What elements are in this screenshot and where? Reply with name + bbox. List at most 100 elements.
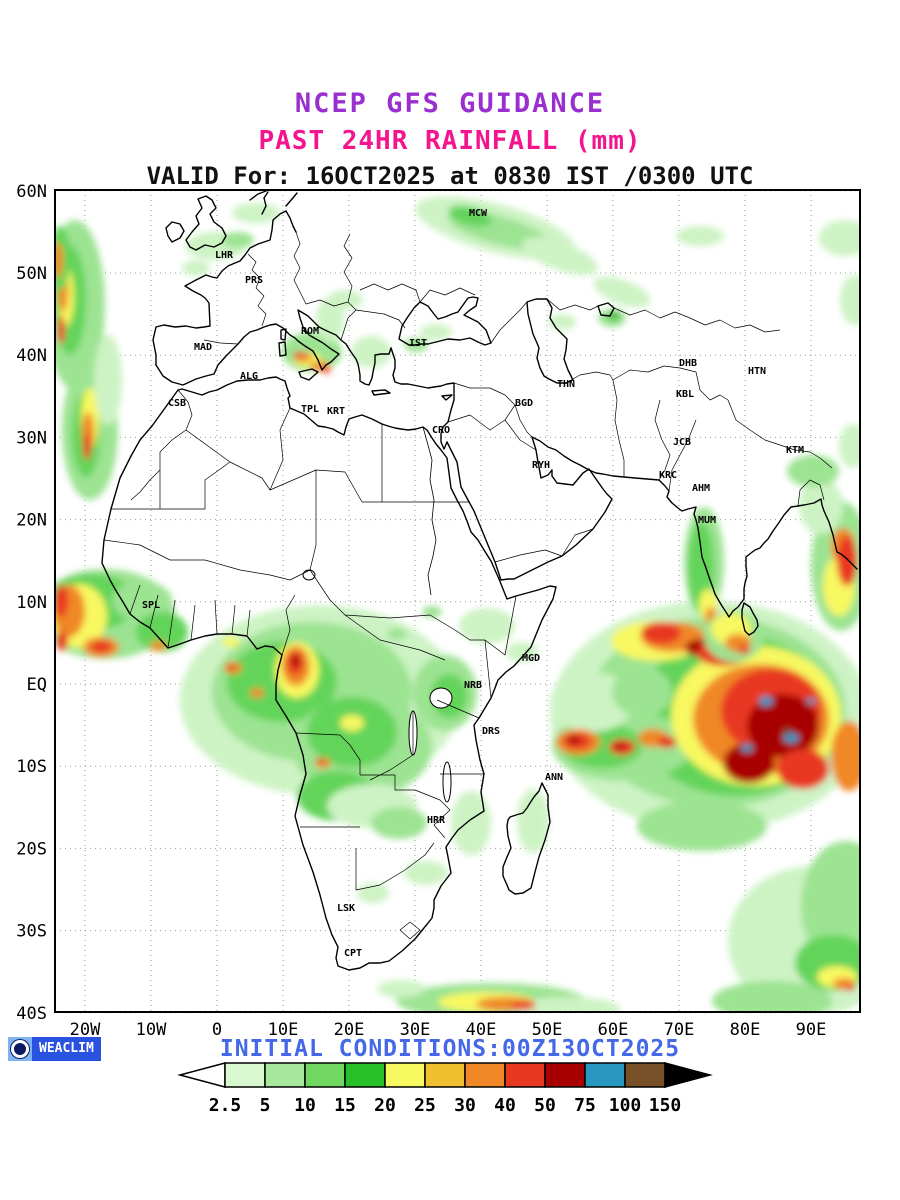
station-label: BGD bbox=[515, 398, 533, 409]
station-label: CPT bbox=[344, 948, 362, 959]
rainfall-blob bbox=[741, 744, 753, 752]
legend-segment bbox=[504, 1062, 546, 1088]
rainfall-blob bbox=[340, 715, 364, 731]
rainfall-blob bbox=[136, 612, 188, 652]
legend-tick-label: 40 bbox=[494, 1095, 516, 1116]
station-label: ANN bbox=[545, 772, 563, 783]
rainfall-blob bbox=[112, 581, 172, 621]
rainfall-blob bbox=[511, 997, 621, 1011]
coastline-atlantic-europe bbox=[152, 210, 297, 366]
lat-tick-label: 10N bbox=[16, 593, 47, 613]
lat-tick-label: 10S bbox=[16, 757, 47, 777]
station-label: TPL bbox=[301, 404, 319, 415]
lon-tick-label: 50E bbox=[532, 1020, 563, 1040]
rainfall-blob bbox=[56, 631, 68, 651]
rainfall-blob bbox=[845, 985, 855, 991]
station-label: LSK bbox=[337, 903, 355, 914]
page-subtitle: PAST 24HR RAINFALL (mm) bbox=[258, 126, 642, 156]
rainfall-blob bbox=[568, 736, 580, 744]
legend-segment bbox=[304, 1062, 346, 1088]
coastline-crete bbox=[371, 389, 391, 396]
page-title: NCEP GFS GUIDANCE bbox=[294, 88, 606, 119]
rainfall-blob bbox=[293, 352, 303, 358]
rainfall-blob bbox=[451, 791, 491, 855]
legend-segment bbox=[344, 1062, 386, 1088]
station-label: CRO bbox=[432, 425, 450, 436]
rainfall-blob bbox=[292, 655, 300, 667]
rainfall-blob bbox=[56, 585, 68, 617]
station-label: KTM bbox=[786, 445, 804, 456]
legend-segment bbox=[624, 1062, 666, 1088]
rainfall-blob bbox=[759, 696, 773, 706]
lat-tick-label: 40S bbox=[16, 1004, 47, 1024]
coastline-corsica bbox=[280, 328, 287, 341]
rainfall-blob bbox=[593, 276, 651, 308]
station-label: MAD bbox=[194, 342, 212, 353]
rainfall-blob bbox=[676, 226, 724, 246]
rainfall-blob bbox=[840, 275, 859, 325]
legend-tick-label: 25 bbox=[414, 1095, 436, 1116]
lat-tick-label: 30S bbox=[16, 922, 47, 942]
rainfall-blob bbox=[448, 205, 492, 227]
station-labels: MCW LHR PRS MAD ROM IST ALG CSB TPL KRT CRO BGD THN D… bbox=[142, 208, 804, 959]
rainfall-blob bbox=[371, 807, 427, 839]
legend-tick-label: 100 bbox=[609, 1095, 642, 1116]
rainfall-blob bbox=[839, 424, 859, 468]
coastline-africa bbox=[101, 376, 557, 971]
station-label: MUM bbox=[698, 515, 716, 526]
station-label: KBL bbox=[676, 389, 694, 400]
rainfall-legend: 2.5 5 10 15 20 25 30 40 50 75 100 150 bbox=[177, 1062, 713, 1116]
rainfall-blob bbox=[615, 743, 625, 749]
rainfall-blob bbox=[316, 298, 344, 342]
rainfall-blob bbox=[506, 642, 538, 662]
grid-layer bbox=[55, 190, 860, 1014]
lon-tick-label: 10E bbox=[268, 1020, 299, 1040]
coastline-madagascar bbox=[502, 782, 551, 895]
legend-right-arrow bbox=[664, 1062, 713, 1088]
station-label: LHR bbox=[215, 250, 234, 261]
rainfall-blob bbox=[799, 478, 843, 534]
lat-tick-label: 30N bbox=[16, 428, 47, 448]
station-label: ROM bbox=[301, 326, 319, 337]
legend-segment bbox=[544, 1062, 586, 1088]
axis-labels: 20W 10W 0 10E 20E 30E 40E 50E 60E 70E 80E 90E 60N 50N… bbox=[16, 182, 826, 1040]
coastline-mediterranean-europe bbox=[155, 309, 392, 386]
rainfall-shading bbox=[56, 196, 859, 1011]
legend-segment bbox=[584, 1062, 626, 1088]
legend-segment bbox=[464, 1062, 506, 1088]
rainfall-blob bbox=[420, 324, 452, 340]
legend-segment bbox=[224, 1062, 266, 1088]
coastline-cyprus bbox=[441, 394, 453, 401]
legend-segment bbox=[424, 1062, 466, 1088]
lat-tick-label: 60N bbox=[16, 182, 47, 202]
rainfall-blob bbox=[182, 260, 210, 276]
lon-tick-label: 90E bbox=[796, 1020, 827, 1040]
coastline-turkey-levant bbox=[390, 347, 455, 450]
station-label: SPL bbox=[142, 600, 160, 611]
station-label: MCW bbox=[469, 208, 488, 219]
legend-tick-label: 5 bbox=[260, 1095, 271, 1116]
coastline-aral-sea bbox=[597, 302, 615, 317]
rainfall-blob bbox=[522, 237, 598, 275]
rainfall-blob bbox=[232, 203, 280, 223]
station-label: KRT bbox=[327, 406, 345, 417]
rainfall-blob bbox=[459, 608, 515, 644]
lon-tick-label: 30E bbox=[400, 1020, 431, 1040]
coastline-sardinia bbox=[278, 341, 287, 357]
rainfall-blob bbox=[783, 733, 799, 743]
rainfall-blob bbox=[91, 641, 111, 653]
legend-tick-label: 50 bbox=[534, 1095, 556, 1116]
rainfall-blob bbox=[222, 637, 240, 647]
rainfall-blob bbox=[747, 694, 819, 758]
station-label: MGD bbox=[522, 653, 540, 664]
rainfall-blob bbox=[612, 667, 672, 717]
rainfall-blob bbox=[57, 316, 65, 344]
initial-conditions-line: INITIAL CONDITIONS:00Z13OCT2025 bbox=[219, 1036, 681, 1062]
station-label: JCB bbox=[673, 437, 691, 448]
coastline-britain bbox=[185, 195, 227, 251]
legend-tick-label: 20 bbox=[374, 1095, 396, 1116]
lat-tick-label: 50N bbox=[16, 264, 47, 284]
coastline-sri-lanka bbox=[741, 602, 759, 636]
